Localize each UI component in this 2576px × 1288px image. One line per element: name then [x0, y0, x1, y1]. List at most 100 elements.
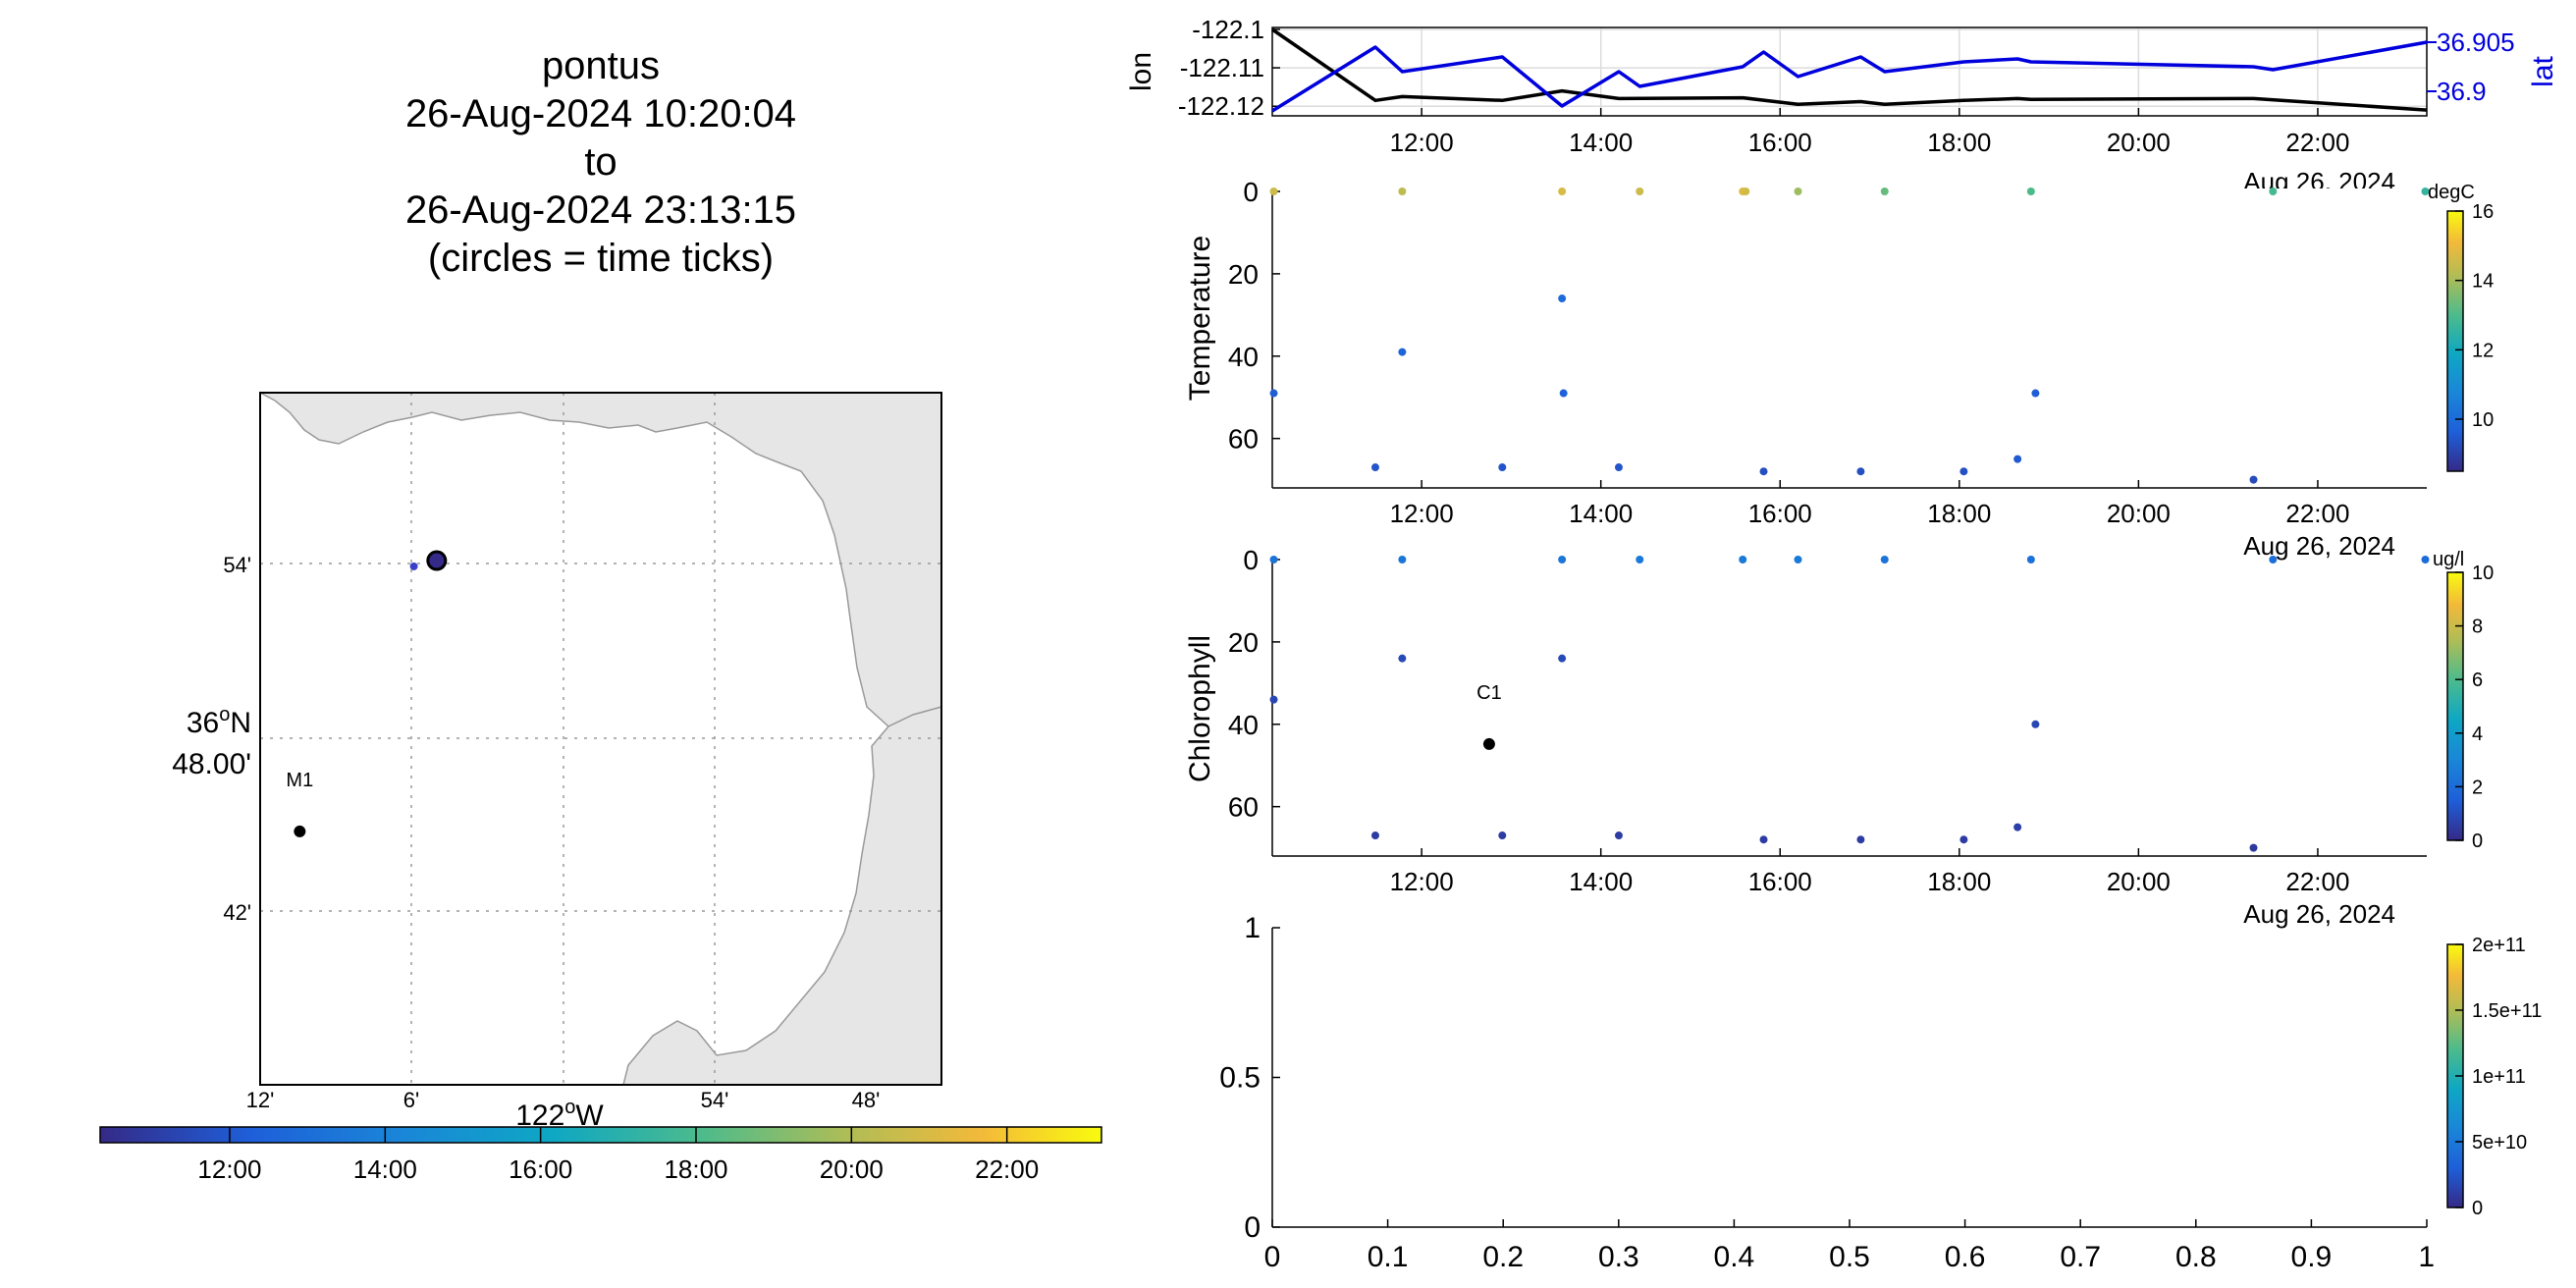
temperature-x-tick-label-1: 14:00: [1569, 499, 1633, 528]
chlorophyll-point-19: [1959, 835, 1968, 844]
lonlat-lines: [1271, 27, 2428, 113]
time-colorbar-tick-label-0: 12:00: [197, 1154, 261, 1184]
title-line-1: pontus: [542, 44, 660, 87]
map-frame: [259, 392, 942, 1086]
temperature-ylabel: Temperature: [1184, 236, 1216, 401]
map-land-east: [622, 706, 942, 1086]
chlorophyll-point-18: [1856, 835, 1865, 844]
empty-x-tick-label-0: 0: [1264, 1241, 1281, 1273]
lonlat-ylabel-right: lat: [2527, 55, 2559, 86]
station-label-c1: C1: [1476, 682, 1502, 704]
chlorophyll-point-11: [1398, 654, 1407, 663]
temperature-cbar-tick-label-0: 16: [2472, 201, 2494, 223]
empty-x-tick-label-2: 0.2: [1482, 1241, 1524, 1273]
chlorophyll-x-tick-label-0: 12:00: [1390, 867, 1454, 896]
temperature-date-label: Aug 26, 2024: [2243, 531, 2395, 561]
chlorophyll-x-tick-label-5: 22:00: [2285, 867, 2349, 896]
chlorophyll-y-tick-label-1: 20: [1228, 627, 1259, 658]
temperature-point-3: [1636, 188, 1644, 195]
temperature-y-tick-label-3: 60: [1228, 424, 1259, 455]
lonlat-x-tick-label-3: 18:00: [1927, 128, 1991, 157]
chlorophyll-y-tick-label-2: 40: [1228, 710, 1259, 740]
time-colorbar-ticks: 12:00 14:00 16:00 18:00 20:00 22:00: [197, 1127, 1039, 1184]
chlorophyll-point-16: [1614, 832, 1623, 840]
station-marker-m1: [294, 825, 306, 837]
chlorophyll-colorbar-unit: ug/l: [2433, 549, 2464, 570]
time-colorbar-tick-label-5: 22:00: [975, 1154, 1039, 1184]
title-line-4: 26-Aug-2024 23:13:15: [405, 188, 796, 232]
chlorophyll-point-9: [2421, 556, 2430, 564]
empty-colorbar-ticks: 2e+11 1.5e+11 1e+11 5e+10 0: [2455, 935, 2542, 1219]
temperature-point-8: [2026, 188, 2035, 195]
empty-x-tick-label-1: 0.1: [1368, 1241, 1409, 1273]
chlorophyll-point-14: [1370, 832, 1379, 840]
chlorophyll-points: [1269, 556, 2430, 852]
chlorophyll-colorbar: ug/l 10 8 6 4 2 0: [2433, 549, 2494, 852]
map-land-north: [259, 392, 942, 885]
temperature-point-0: [1269, 188, 1278, 195]
lonlat-x-tick-label-4: 20:00: [2107, 128, 2171, 157]
chlorophyll-y-tick-label-0: 0: [1243, 545, 1259, 575]
temperature-point-12: [1398, 348, 1407, 356]
map-graticule: [260, 393, 941, 1085]
lonlat-left-tick-label-1: -122.11: [1180, 53, 1264, 82]
map-x-tick-1: 12': [246, 1088, 275, 1112]
map-panel: 12' 6' 54' 48' 122oW 54' 42' 36oN 48.00'…: [172, 392, 1502, 1132]
lonlat-right-tick-label-1: 36.9: [2437, 77, 2487, 106]
temperature-point-1: [1398, 188, 1407, 195]
temperature-point-7: [1880, 188, 1889, 195]
temperature-point-6: [1794, 188, 1802, 195]
chlorophyll-point-8: [2269, 556, 2278, 564]
lonlat-panel: lon lat 12:00 14:00 16:00 18:00 20:00 22:00 -1…: [1125, 15, 2559, 196]
time-colorbar-tick-label-4: 20:00: [820, 1154, 884, 1184]
temperature-point-17: [1498, 463, 1507, 472]
temperature-colorbar-gradient: [2446, 210, 2464, 472]
empty-cbar-tick-label-0: 2e+11: [2472, 935, 2526, 956]
lonlat-x-tick-label-1: 14:00: [1569, 128, 1633, 157]
chlorophyll-cbar-tick-label-4: 2: [2472, 777, 2483, 798]
empty-x-tick-label-6: 0.6: [1945, 1241, 1986, 1273]
time-colorbar-gradient: [99, 1126, 1102, 1144]
chlorophyll-point-17: [1759, 835, 1768, 844]
empty-x-tick-label-5: 0.5: [1829, 1241, 1870, 1273]
lonlat-left-tick-label-0: -122.1: [1192, 15, 1264, 44]
title-block: pontus 26-Aug-2024 10:20:04 to 26-Aug-20…: [405, 44, 796, 280]
empty-colorbar: 2e+11 1.5e+11 1e+11 5e+10 0: [2446, 935, 2542, 1219]
temperature-point-9: [2269, 188, 2278, 195]
chlorophyll-point-21: [2249, 843, 2258, 852]
temperature-point-11: [1269, 389, 1278, 398]
temperature-point-2: [1558, 188, 1567, 195]
chlorophyll-panel: Chlorophyll 0 20 40 60 12:00 14:00 16:00 18:00 2…: [1184, 545, 2430, 929]
time-colorbar-tick-label-3: 18:00: [664, 1154, 727, 1184]
chlorophyll-point-5: [1794, 556, 1802, 564]
temperature-point-15: [2031, 389, 2040, 398]
chlorophyll-date-label: Aug 26, 2024: [2243, 899, 2395, 929]
chlorophyll-cbar-tick-label-0: 10: [2472, 563, 2494, 584]
temperature-colorbar: degC 16 14 12 10: [2428, 182, 2494, 472]
temperature-point-18: [1614, 463, 1623, 472]
chlorophyll-cbar-tick-label-3: 4: [2472, 724, 2483, 745]
temperature-x-tick-label-3: 18:00: [1927, 499, 1991, 528]
chlorophyll-point-1: [1398, 556, 1407, 564]
temperature-x-tick-label-5: 22:00: [2285, 499, 2349, 528]
title-line-5: (circles = time ticks): [428, 237, 774, 280]
lonlat-frame: [1271, 27, 2428, 117]
map-y-tick-2: 42': [223, 900, 251, 925]
lonlat-x-tick-label-5: 22:00: [2285, 128, 2349, 157]
empty-cbar-tick-label-3: 5e+10: [2472, 1132, 2527, 1154]
lon-series-line: [1271, 27, 2428, 112]
empty-axes: 1 0.5 00 0.1 0.2 0.3 0.4 0.5 0.6 0.7 0.8 0.9 1: [1219, 912, 2435, 1273]
temperature-points: [1269, 188, 2430, 484]
chlorophyll-point-13: [2031, 720, 2040, 728]
temperature-point-13: [1558, 295, 1567, 303]
chlorophyll-point-2: [1558, 556, 1567, 564]
chlorophyll-point-6: [1880, 556, 1889, 564]
temperature-y-tick-label-0: 0: [1243, 177, 1259, 207]
lat-series-line: [1271, 40, 2428, 113]
chlorophyll-cbar-tick-label-1: 8: [2472, 617, 2483, 638]
empty-x-tick-label-3: 0.3: [1598, 1241, 1639, 1273]
title-line-3: to: [584, 140, 617, 184]
lonlat-x-tick-label-0: 12:00: [1390, 128, 1454, 157]
chlorophyll-point-0: [1269, 556, 1278, 564]
temperature-point-23: [2249, 475, 2258, 484]
